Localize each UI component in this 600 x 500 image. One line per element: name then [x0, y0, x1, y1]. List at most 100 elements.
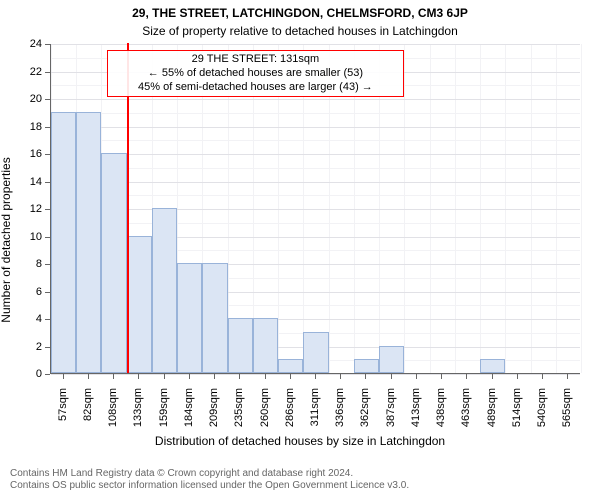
xtick-mark [441, 374, 442, 379]
gridline-h [51, 154, 580, 155]
xtick-mark [290, 374, 291, 379]
gridline-h [51, 127, 580, 128]
xtick-mark [416, 374, 417, 379]
xtick-mark [138, 374, 139, 379]
xtick-mark [164, 374, 165, 379]
ytick-mark [45, 127, 50, 128]
xtick-label: 133sqm [132, 388, 144, 438]
xtick-label: 362sqm [359, 388, 371, 438]
ytick-label: 14 [22, 176, 42, 188]
ytick-label: 10 [22, 231, 42, 243]
xtick-label: 311sqm [309, 388, 321, 438]
histogram-bar [303, 332, 328, 373]
xtick-mark [517, 374, 518, 379]
xtick-label: 260sqm [259, 388, 271, 438]
xtick-label: 82sqm [82, 388, 94, 438]
histogram-bar [101, 153, 126, 373]
histogram-bar [228, 318, 253, 373]
ytick-label: 4 [22, 313, 42, 325]
chart-address-title: 29, THE STREET, LATCHINGDON, CHELMSFORD,… [0, 6, 600, 20]
ytick-label: 0 [22, 368, 42, 380]
gridline-h [51, 140, 580, 141]
ytick-mark [45, 374, 50, 375]
ytick-mark [45, 264, 50, 265]
ytick-label: 16 [22, 148, 42, 160]
callout-line-1: ← 55% of detached houses are smaller (53… [112, 67, 400, 81]
xtick-label: 413sqm [410, 388, 422, 438]
xtick-label: 184sqm [183, 388, 195, 438]
xtick-label: 438sqm [435, 388, 447, 438]
ytick-mark [45, 44, 50, 45]
histogram-bar [379, 346, 404, 374]
xtick-label: 108sqm [107, 388, 119, 438]
xtick-label: 387sqm [385, 388, 397, 438]
xtick-mark [315, 374, 316, 379]
histogram-bar [51, 112, 76, 373]
xtick-mark [63, 374, 64, 379]
gridline-h [51, 182, 580, 183]
xtick-mark [239, 374, 240, 379]
xtick-label: 540sqm [536, 388, 548, 438]
histogram-bar [278, 359, 303, 373]
ytick-mark [45, 182, 50, 183]
histogram-bar [177, 263, 202, 373]
footer-line-2: Contains OS public sector information li… [10, 480, 409, 492]
ytick-label: 6 [22, 286, 42, 298]
gridline-h [51, 99, 580, 100]
gridline-h [51, 223, 580, 224]
histogram-bar [480, 359, 505, 373]
xtick-mark [113, 374, 114, 379]
histogram-bar [354, 359, 379, 373]
ytick-mark [45, 319, 50, 320]
y-axis-label: Number of detached properties [0, 157, 13, 322]
ytick-mark [45, 237, 50, 238]
histogram-bar [76, 112, 101, 373]
ytick-label: 22 [22, 66, 42, 78]
ytick-mark [45, 209, 50, 210]
ytick-mark [45, 154, 50, 155]
ytick-label: 24 [22, 38, 42, 50]
histogram-bar [253, 318, 278, 373]
ytick-label: 12 [22, 203, 42, 215]
ytick-label: 2 [22, 341, 42, 353]
footer-attribution: Contains HM Land Registry data © Crown c… [10, 468, 409, 492]
property-callout: 29 THE STREET: 131sqm← 55% of detached h… [107, 50, 405, 97]
ytick-label: 18 [22, 121, 42, 133]
footer-line-1: Contains HM Land Registry data © Crown c… [10, 468, 409, 480]
gridline-h [51, 209, 580, 210]
gridline-v [581, 44, 582, 373]
chart-container: 29, THE STREET, LATCHINGDON, CHELMSFORD,… [0, 0, 600, 500]
xtick-mark [189, 374, 190, 379]
xtick-label: 209sqm [208, 388, 220, 438]
gridline-h [51, 44, 580, 45]
gridline-h [51, 195, 580, 196]
ytick-mark [45, 292, 50, 293]
histogram-bar [202, 263, 227, 373]
xtick-mark [466, 374, 467, 379]
histogram-bar [127, 236, 152, 374]
xtick-mark [492, 374, 493, 379]
xtick-mark [88, 374, 89, 379]
histogram-bar [152, 208, 177, 373]
xtick-label: 489sqm [486, 388, 498, 438]
gridline-h [51, 113, 580, 114]
xtick-mark [542, 374, 543, 379]
ytick-mark [45, 99, 50, 100]
ytick-mark [45, 347, 50, 348]
xtick-mark [340, 374, 341, 379]
xtick-label: 159sqm [158, 388, 170, 438]
xtick-label: 286sqm [284, 388, 296, 438]
xtick-label: 514sqm [511, 388, 523, 438]
xtick-mark [214, 374, 215, 379]
ytick-label: 8 [22, 258, 42, 270]
callout-line-0: 29 THE STREET: 131sqm [112, 53, 400, 67]
xtick-label: 336sqm [334, 388, 346, 438]
xtick-mark [567, 374, 568, 379]
xtick-label: 57sqm [57, 388, 69, 438]
callout-line-2: 45% of semi-detached houses are larger (… [112, 81, 400, 95]
gridline-h [51, 168, 580, 169]
xtick-label: 235sqm [233, 388, 245, 438]
xtick-mark [265, 374, 266, 379]
xtick-label: 565sqm [561, 388, 573, 438]
ytick-mark [45, 72, 50, 73]
